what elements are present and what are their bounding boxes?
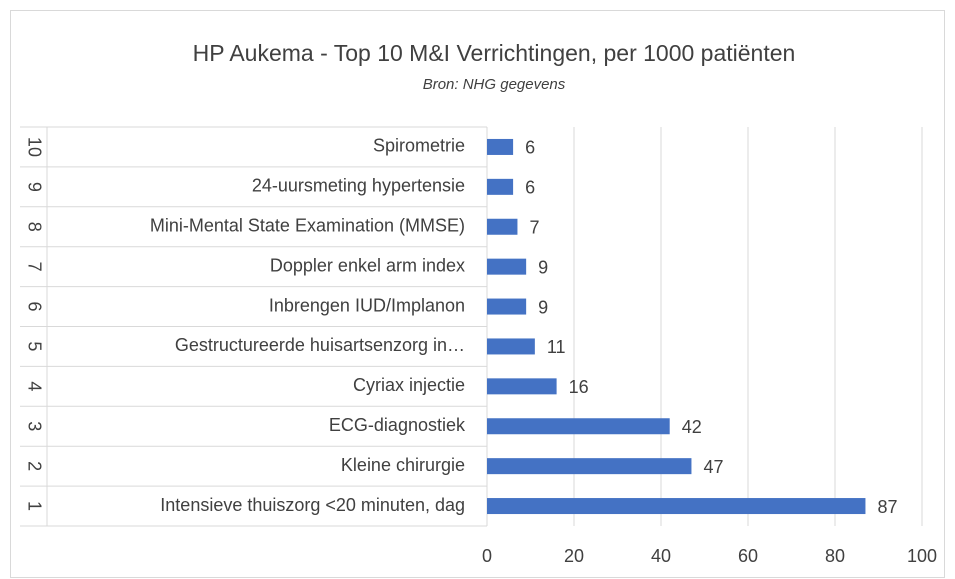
data-label: 87 — [877, 497, 897, 517]
chart-frame — [10, 10, 945, 578]
data-label: 9 — [538, 297, 548, 317]
category-label: Gestructureerde huisartsenzorg in… — [175, 335, 465, 355]
data-label: 6 — [525, 138, 535, 158]
category-label: ECG-diagnostiek — [329, 415, 466, 435]
category-label: 24-uursmeting hypertensie — [252, 176, 465, 196]
bar — [487, 378, 557, 395]
bar — [487, 338, 535, 355]
chart-subtitle: Bron: NHG gegevens — [423, 76, 566, 93]
bar — [487, 458, 692, 475]
rank-label: 6 — [24, 302, 44, 312]
data-label: 9 — [538, 257, 548, 277]
data-label: 42 — [682, 417, 702, 437]
data-label: 47 — [703, 457, 723, 477]
rank-label: 7 — [24, 262, 44, 272]
bar — [487, 418, 670, 435]
category-label: Doppler enkel arm index — [270, 255, 465, 275]
data-label: 6 — [525, 178, 535, 198]
rank-label: 5 — [24, 341, 44, 351]
category-label: Intensieve thuiszorg <20 minuten, dag — [160, 495, 465, 515]
x-tick-label: 80 — [825, 546, 845, 566]
bar — [487, 298, 527, 315]
x-tick-label: 20 — [564, 546, 584, 566]
rank-label: 3 — [24, 421, 44, 431]
rank-label: 10 — [24, 137, 44, 157]
chart-title: HP Aukema - Top 10 M&I Verrichtingen, pe… — [193, 40, 796, 66]
x-tick-label: 0 — [482, 546, 492, 566]
category-label: Inbrengen IUD/Implanon — [269, 295, 465, 315]
data-label: 16 — [569, 377, 589, 397]
bar — [487, 218, 518, 235]
x-tick-label: 40 — [651, 546, 671, 566]
category-label: Mini-Mental State Examination (MMSE) — [150, 216, 465, 236]
bar — [487, 138, 514, 155]
x-tick-label: 100 — [907, 546, 937, 566]
bar — [487, 498, 866, 515]
data-label: 11 — [547, 337, 566, 357]
bar — [487, 178, 514, 195]
category-label: Kleine chirurgie — [341, 455, 465, 475]
rank-label: 1 — [24, 501, 44, 511]
category-label: Cyriax injectie — [353, 375, 465, 395]
rank-label: 9 — [24, 182, 44, 192]
rank-label: 4 — [24, 381, 44, 391]
category-label: Spirometrie — [373, 136, 465, 156]
rank-label: 8 — [24, 222, 44, 232]
data-label: 7 — [529, 218, 539, 238]
bar — [487, 258, 527, 275]
rank-label: 2 — [24, 461, 44, 471]
x-tick-label: 60 — [738, 546, 758, 566]
